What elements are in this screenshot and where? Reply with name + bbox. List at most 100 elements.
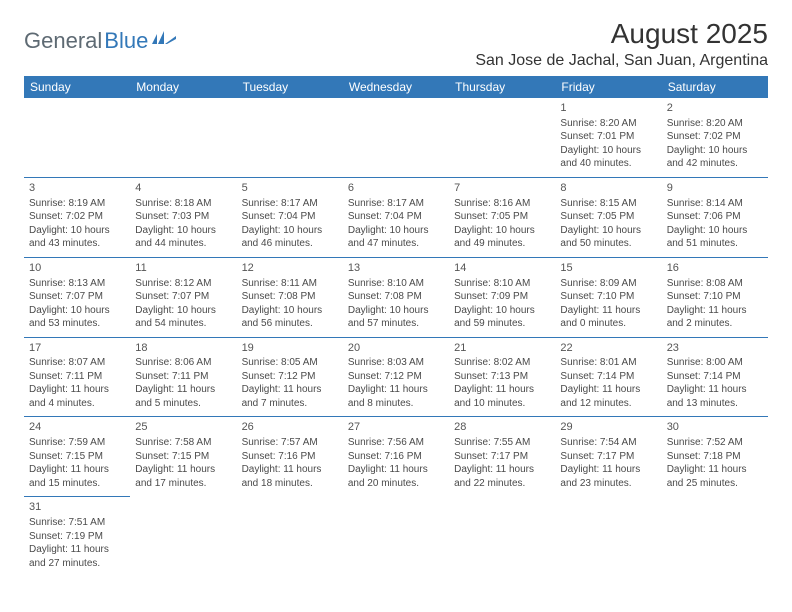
sunrise-text: Sunrise: 8:14 AM (667, 197, 763, 211)
calendar-cell (237, 98, 343, 177)
daylight-text: and 7 minutes. (242, 397, 338, 411)
sunset-text: Sunset: 7:03 PM (135, 210, 231, 224)
calendar-week-row: 24Sunrise: 7:59 AMSunset: 7:15 PMDayligh… (24, 417, 768, 497)
sunrise-text: Sunrise: 8:10 AM (348, 277, 444, 291)
day-number: 14 (454, 261, 550, 276)
sunrise-text: Sunrise: 8:16 AM (454, 197, 550, 211)
calendar-cell: 1Sunrise: 8:20 AMSunset: 7:01 PMDaylight… (555, 98, 661, 177)
daylight-text: and 57 minutes. (348, 317, 444, 331)
dayname-friday: Friday (555, 76, 661, 98)
calendar-cell (130, 98, 236, 177)
sunrise-text: Sunrise: 8:18 AM (135, 197, 231, 211)
calendar-week-row: 10Sunrise: 8:13 AMSunset: 7:07 PMDayligh… (24, 257, 768, 337)
sunrise-text: Sunrise: 8:10 AM (454, 277, 550, 291)
calendar-cell: 5Sunrise: 8:17 AMSunset: 7:04 PMDaylight… (237, 177, 343, 257)
sunset-text: Sunset: 7:14 PM (667, 370, 763, 384)
sunset-text: Sunset: 7:11 PM (135, 370, 231, 384)
day-number: 17 (29, 341, 125, 356)
calendar-cell: 4Sunrise: 8:18 AMSunset: 7:03 PMDaylight… (130, 177, 236, 257)
location-subtitle: San Jose de Jachal, San Juan, Argentina (475, 52, 768, 70)
calendar-cell (449, 98, 555, 177)
day-number: 29 (560, 420, 656, 435)
day-number: 22 (560, 341, 656, 356)
daylight-text: Daylight: 11 hours (560, 463, 656, 477)
sunrise-text: Sunrise: 8:02 AM (454, 356, 550, 370)
day-number: 18 (135, 341, 231, 356)
sunset-text: Sunset: 7:15 PM (29, 450, 125, 464)
day-number: 6 (348, 181, 444, 196)
daylight-text: and 25 minutes. (667, 477, 763, 491)
sunrise-text: Sunrise: 7:55 AM (454, 436, 550, 450)
day-number: 26 (242, 420, 338, 435)
sunrise-text: Sunrise: 8:07 AM (29, 356, 125, 370)
calendar-cell: 30Sunrise: 7:52 AMSunset: 7:18 PMDayligh… (662, 417, 768, 497)
dayname-thursday: Thursday (449, 76, 555, 98)
daylight-text: Daylight: 10 hours (667, 224, 763, 238)
dayname-sunday: Sunday (24, 76, 130, 98)
daylight-text: Daylight: 10 hours (29, 224, 125, 238)
sunset-text: Sunset: 7:12 PM (242, 370, 338, 384)
sunrise-text: Sunrise: 7:54 AM (560, 436, 656, 450)
sunset-text: Sunset: 7:17 PM (454, 450, 550, 464)
sunrise-text: Sunrise: 8:15 AM (560, 197, 656, 211)
sunrise-text: Sunrise: 8:12 AM (135, 277, 231, 291)
daylight-text: Daylight: 10 hours (348, 304, 444, 318)
day-number: 1 (560, 101, 656, 116)
daylight-text: and 50 minutes. (560, 237, 656, 251)
daylight-text: Daylight: 10 hours (242, 304, 338, 318)
sunset-text: Sunset: 7:04 PM (242, 210, 338, 224)
calendar-cell: 31Sunrise: 7:51 AMSunset: 7:19 PMDayligh… (24, 497, 130, 576)
month-title: August 2025 (475, 18, 768, 50)
daylight-text: and 23 minutes. (560, 477, 656, 491)
sunrise-text: Sunrise: 8:08 AM (667, 277, 763, 291)
sunset-text: Sunset: 7:06 PM (667, 210, 763, 224)
sunset-text: Sunset: 7:17 PM (560, 450, 656, 464)
daylight-text: and 10 minutes. (454, 397, 550, 411)
calendar-cell: 20Sunrise: 8:03 AMSunset: 7:12 PMDayligh… (343, 337, 449, 417)
calendar-cell: 7Sunrise: 8:16 AMSunset: 7:05 PMDaylight… (449, 177, 555, 257)
calendar-cell: 12Sunrise: 8:11 AMSunset: 7:08 PMDayligh… (237, 257, 343, 337)
sunrise-text: Sunrise: 8:17 AM (242, 197, 338, 211)
sunrise-text: Sunrise: 7:58 AM (135, 436, 231, 450)
day-number: 23 (667, 341, 763, 356)
daylight-text: and 0 minutes. (560, 317, 656, 331)
calendar-cell: 16Sunrise: 8:08 AMSunset: 7:10 PMDayligh… (662, 257, 768, 337)
calendar-cell (555, 497, 661, 576)
daylight-text: Daylight: 11 hours (29, 383, 125, 397)
daylight-text: and 51 minutes. (667, 237, 763, 251)
sunrise-text: Sunrise: 8:06 AM (135, 356, 231, 370)
sunset-text: Sunset: 7:02 PM (667, 130, 763, 144)
sunrise-text: Sunrise: 7:52 AM (667, 436, 763, 450)
daylight-text: and 59 minutes. (454, 317, 550, 331)
daylight-text: and 12 minutes. (560, 397, 656, 411)
sunrise-text: Sunrise: 8:01 AM (560, 356, 656, 370)
day-number: 30 (667, 420, 763, 435)
daylight-text: and 47 minutes. (348, 237, 444, 251)
daylight-text: and 17 minutes. (135, 477, 231, 491)
daylight-text: and 44 minutes. (135, 237, 231, 251)
calendar-body: 1Sunrise: 8:20 AMSunset: 7:01 PMDaylight… (24, 98, 768, 576)
dayname-tuesday: Tuesday (237, 76, 343, 98)
sunset-text: Sunset: 7:13 PM (454, 370, 550, 384)
day-number: 5 (242, 181, 338, 196)
daylight-text: Daylight: 11 hours (667, 304, 763, 318)
daylight-text: Daylight: 10 hours (667, 144, 763, 158)
calendar-header-row: Sunday Monday Tuesday Wednesday Thursday… (24, 76, 768, 98)
daylight-text: Daylight: 11 hours (135, 383, 231, 397)
calendar-cell (24, 98, 130, 177)
day-number: 28 (454, 420, 550, 435)
day-number: 9 (667, 181, 763, 196)
sunrise-text: Sunrise: 8:17 AM (348, 197, 444, 211)
sunset-text: Sunset: 7:10 PM (667, 290, 763, 304)
calendar-cell: 3Sunrise: 8:19 AMSunset: 7:02 PMDaylight… (24, 177, 130, 257)
daylight-text: Daylight: 11 hours (454, 383, 550, 397)
calendar-cell (343, 98, 449, 177)
sunrise-text: Sunrise: 8:19 AM (29, 197, 125, 211)
daylight-text: and 5 minutes. (135, 397, 231, 411)
day-number: 24 (29, 420, 125, 435)
daylight-text: and 20 minutes. (348, 477, 444, 491)
calendar-cell: 22Sunrise: 8:01 AMSunset: 7:14 PMDayligh… (555, 337, 661, 417)
daylight-text: Daylight: 11 hours (667, 383, 763, 397)
calendar-cell: 21Sunrise: 8:02 AMSunset: 7:13 PMDayligh… (449, 337, 555, 417)
daylight-text: Daylight: 11 hours (348, 383, 444, 397)
